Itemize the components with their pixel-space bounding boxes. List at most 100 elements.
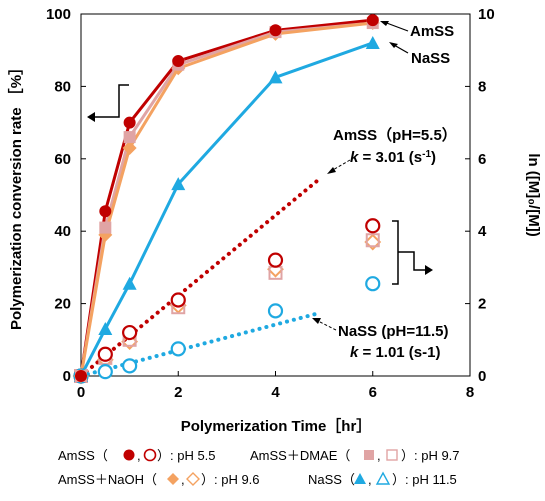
legend-amss-open-circle	[143, 448, 157, 462]
y-right-tick-label: 0	[478, 368, 486, 385]
legend-amss-filled-circle	[123, 449, 135, 461]
legend-nass-open-triangle	[375, 471, 391, 485]
arrow-amss	[380, 21, 409, 32]
legend-naoh-ph: ）: pH 9.6	[201, 472, 260, 487]
amss-k-value: = 3.01 (s	[358, 149, 422, 166]
legend-dmae-comma: ,	[377, 448, 381, 463]
legend-nass-name: NaSS（	[308, 472, 355, 487]
legend-amss-ph: ）: pH 5.5	[157, 448, 216, 463]
data-point-filled-triangle	[98, 321, 113, 335]
amss-k-close: )	[431, 149, 436, 166]
data-point-open-circle	[97, 346, 113, 362]
data-point-open-circle	[122, 358, 138, 374]
legend-nass-ph: ）: pH 11.5	[392, 472, 457, 487]
legend-nass-comma: ,	[368, 472, 372, 487]
data-point-filled-triangle	[171, 177, 186, 191]
y-left-tick-label: 0	[63, 368, 71, 385]
data-point-filled-circle	[99, 205, 112, 218]
conversion-points	[74, 14, 380, 383]
data-point-open-square	[365, 233, 380, 248]
data-point-filled-diamond	[122, 140, 137, 155]
conversion-line	[79, 21, 373, 377]
legend-dmae-name: AmSS＋DMAE（	[250, 448, 350, 463]
y-left-tick-label: 80	[54, 78, 71, 95]
y-right-tick-label: 10	[478, 6, 495, 23]
legend-naoh-filled-diamond	[167, 473, 179, 485]
data-point-filled-triangle	[122, 276, 137, 290]
fit-line	[79, 311, 322, 378]
arrow-amss-fit-head	[327, 167, 336, 174]
x-tick-label: 4	[271, 384, 280, 401]
svg-text:AmSS（: AmSS（	[58, 448, 108, 463]
kinetic-points	[72, 218, 382, 385]
label-amss: AmSS	[410, 23, 454, 40]
data-point-filled-circle	[269, 24, 282, 37]
conversion-line	[79, 41, 374, 377]
y-left-tick-label: 100	[46, 6, 71, 23]
y-axis-right: 0 2 4 6 8 10	[465, 6, 495, 385]
legend-nass-filled-triangle	[354, 473, 366, 484]
legend-naoh-open-diamond	[186, 472, 200, 486]
y-right-tick-label: 4	[478, 223, 487, 240]
plot-frame	[80, 13, 471, 377]
data-point-filled-circle	[172, 55, 185, 68]
data-point-filled-circle	[366, 14, 379, 27]
y-right-tick-label: 2	[478, 296, 486, 313]
y-axis-left: 0 20 40 60 80 100	[46, 6, 86, 385]
label-nass: NaSS	[411, 50, 450, 67]
data-point-open-circle	[365, 276, 381, 292]
arrow-nass-fit-head	[312, 318, 321, 324]
nass-k-value: = 1.01 (s-1)	[358, 344, 440, 361]
x-tick-label: 6	[369, 384, 377, 401]
data-point-filled-square	[99, 221, 112, 234]
conversion-line	[79, 18, 373, 377]
amss-fit-k: k = 3.01 (s-1)	[350, 149, 436, 167]
legend-amss-name: AmSS（	[58, 448, 108, 463]
nass-k-symbol: k	[350, 344, 359, 361]
data-point-open-diamond	[364, 233, 382, 251]
arrow-amss-fit	[330, 159, 351, 172]
data-point-filled-circle	[123, 116, 136, 129]
data-point-open-circle	[267, 252, 284, 268]
y-left-tick-label: 20	[54, 296, 71, 313]
legend-item-amss-naoh: AmSS＋NaOH（ , ）: pH 9.6	[58, 472, 260, 487]
data-point-filled-triangle	[268, 70, 283, 84]
y-left-tick-label: 60	[54, 151, 71, 168]
left-axis-indicator	[87, 84, 129, 122]
legend-naoh-comma: ,	[181, 472, 185, 487]
data-point-open-circle	[122, 324, 138, 341]
right-axis-indicator	[392, 220, 433, 285]
amss-k-exp: -1	[422, 149, 431, 160]
y-right-tick-label: 8	[478, 78, 486, 95]
data-point-open-circle	[365, 218, 381, 234]
data-point-filled-circle	[75, 370, 87, 382]
data-point-open-circle	[170, 292, 186, 308]
legend-item-amss: AmSS（ , ）: pH 5.5	[58, 448, 216, 463]
x-axis-title: Polymerization Time［hr］	[181, 417, 372, 435]
nass-fit-title: NaSS (pH=11.5)	[338, 323, 448, 340]
fit-line	[79, 177, 322, 378]
y-right-tick-label: 6	[478, 151, 486, 168]
legend-amss-comma: ,	[137, 448, 141, 463]
x-tick-label: 8	[466, 384, 474, 401]
legend-item-amss-dmae: AmSS＋DMAE（ , ）: pH 9.7	[250, 448, 460, 463]
x-axis: 0 2 4 6 8	[77, 371, 474, 401]
legend-item-nass: NaSS（ , ）: pH 11.5	[308, 471, 457, 487]
legend-naoh-name: AmSS＋NaOH（	[58, 472, 157, 487]
x-tick-label: 2	[174, 384, 182, 401]
arrow-nass-fit	[315, 319, 337, 331]
amss-k-symbol: k	[350, 149, 359, 166]
y-left-tick-label: 40	[54, 223, 71, 240]
nass-fit-k: k = 1.01 (s-1)	[350, 344, 440, 361]
conversion-lines	[79, 18, 374, 377]
arrow-nass	[389, 42, 409, 54]
fit-lines	[79, 177, 322, 378]
data-point-open-circle	[267, 303, 284, 319]
x-tick-label: 0	[77, 384, 85, 401]
amss-fit-title: AmSS（pH=5.5）	[333, 126, 457, 144]
data-point-open-circle	[170, 341, 186, 357]
data-point-open-diamond	[121, 333, 139, 351]
y-axis-right-title: ln ([M]₀/[M])	[525, 153, 542, 236]
legend-dmae-open-square	[386, 449, 398, 461]
